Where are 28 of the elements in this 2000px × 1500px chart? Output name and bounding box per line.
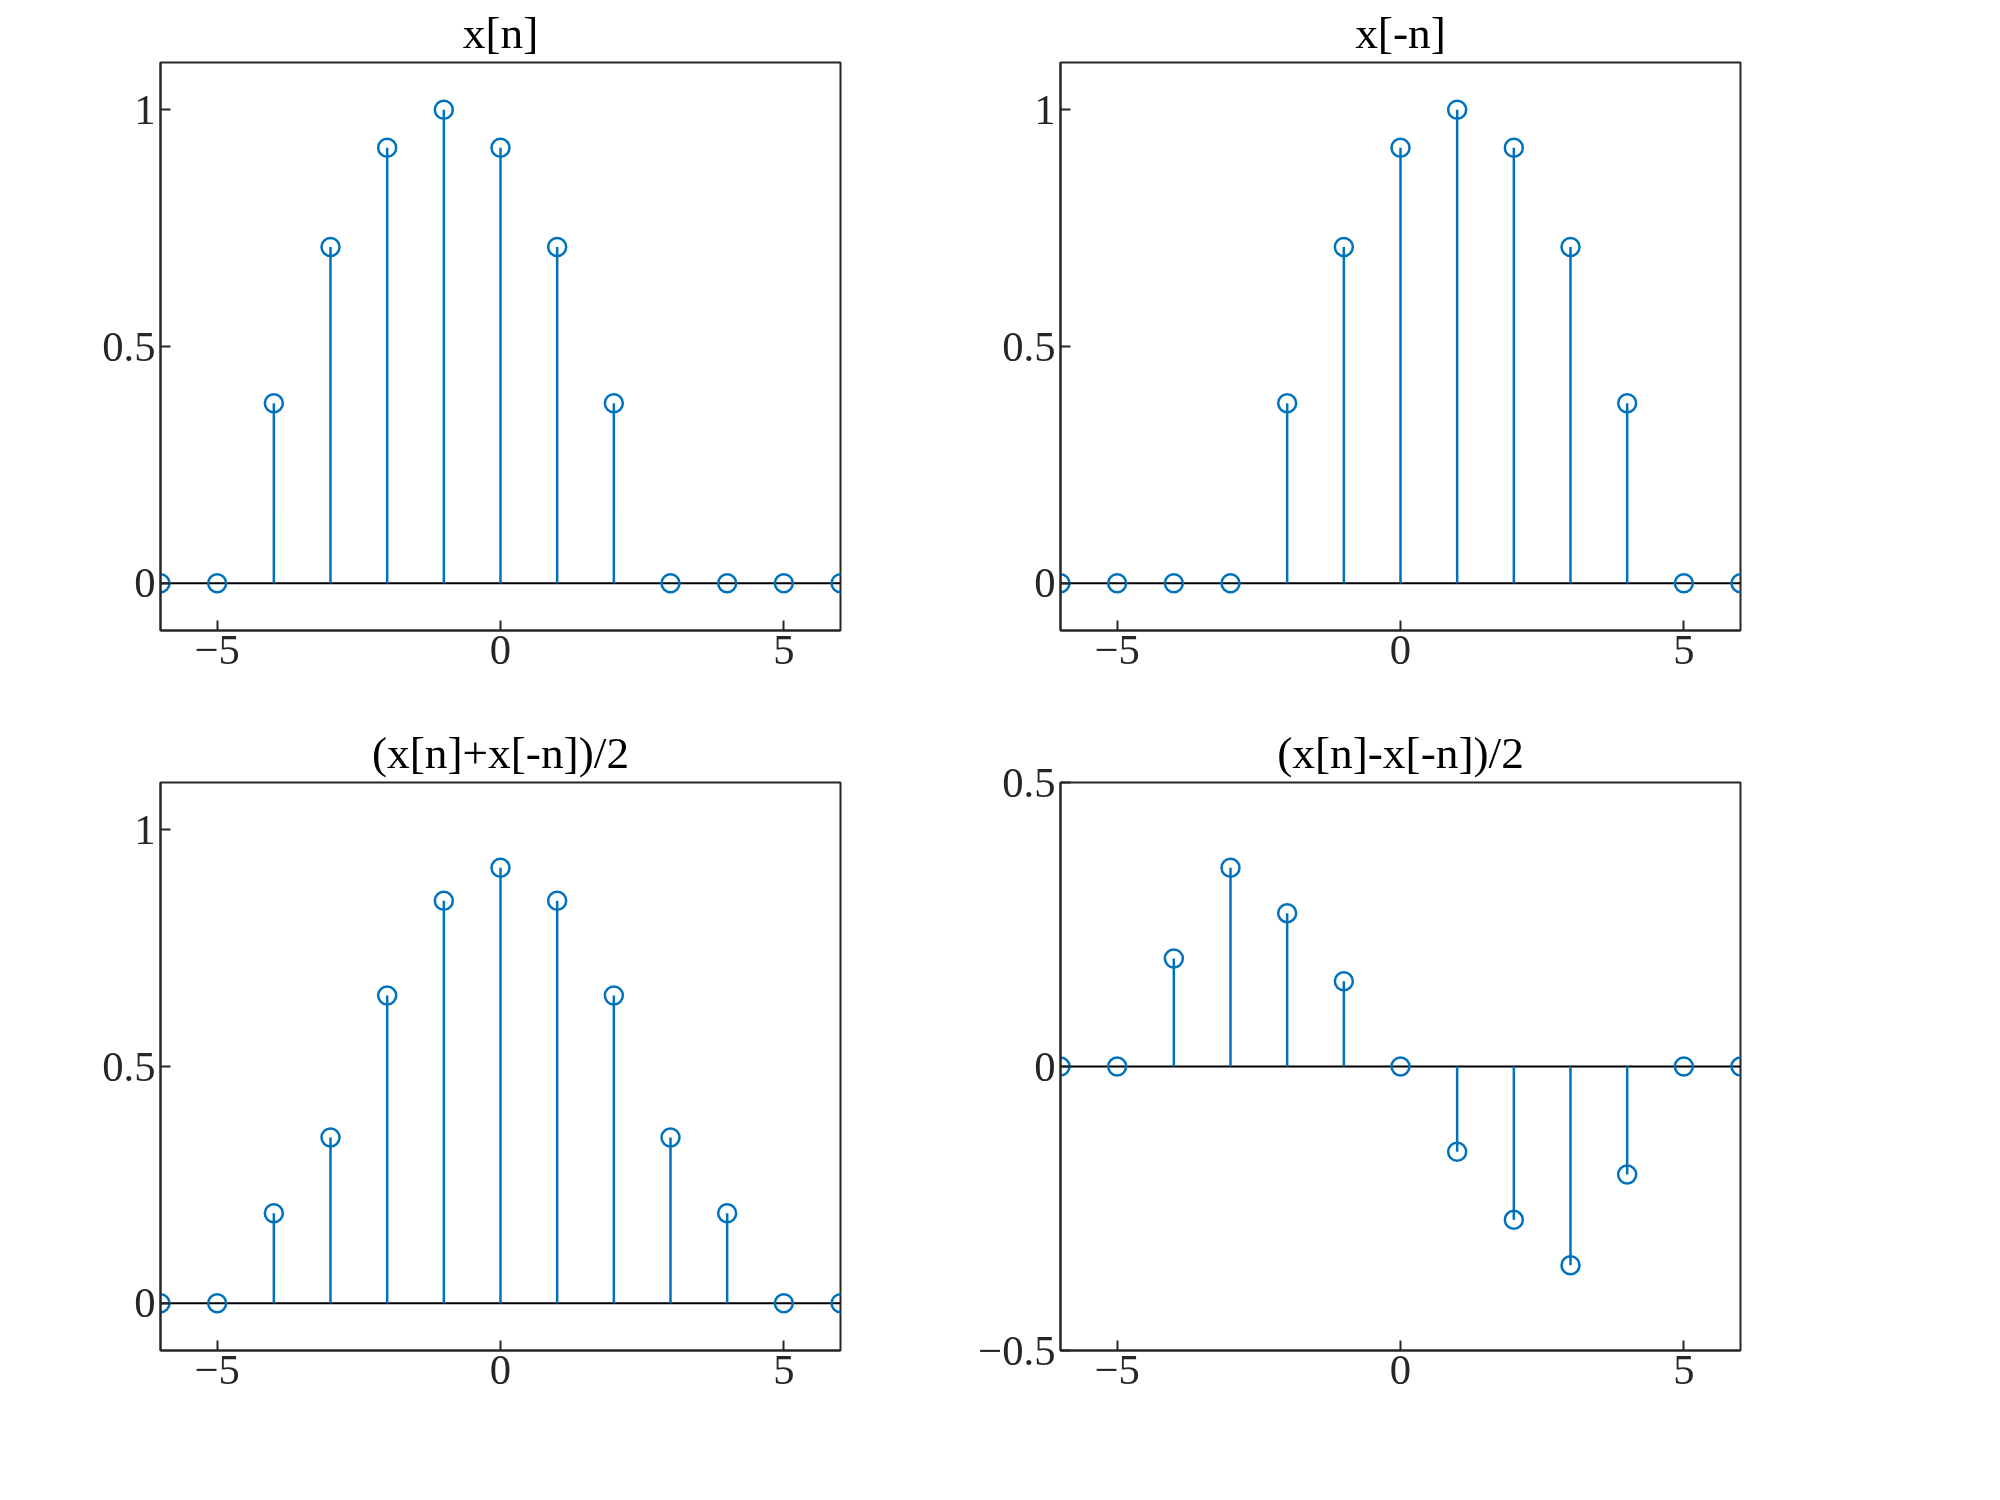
y-tick-label: 0: [1034, 559, 1056, 607]
chart-title: (x[n]+x[-n])/2: [371, 727, 630, 778]
x-tick-label: 5: [773, 625, 795, 673]
y-tick-label: −0.5: [978, 1326, 1056, 1374]
x-tick-label: 5: [1673, 1345, 1695, 1393]
y-tick-label: 1: [134, 85, 156, 133]
x-tick-label: 0: [1389, 625, 1412, 673]
chart-title: x[n]: [462, 7, 539, 58]
x-tick-label: −5: [1094, 1345, 1140, 1393]
chart-title: x[-n]: [1355, 7, 1446, 58]
y-tick-label: 0: [134, 559, 156, 607]
y-tick-label: 0.5: [102, 322, 156, 370]
y-tick-label: 0.5: [1002, 758, 1056, 806]
x-tick-label: −5: [194, 625, 240, 673]
x-tick-label: −5: [194, 1345, 240, 1393]
y-tick-label: 1: [1034, 85, 1056, 133]
x-tick-label: 5: [1673, 625, 1695, 673]
y-tick-label: 0: [134, 1279, 156, 1327]
y-tick-label: 0.5: [1002, 322, 1056, 370]
x-tick-label: 5: [773, 1345, 795, 1393]
y-tick-label: 1: [134, 805, 156, 853]
chart-title: (x[n]-x[-n])/2: [1277, 727, 1524, 778]
x-tick-label: 0: [1389, 1345, 1412, 1393]
x-tick-label: −5: [1094, 625, 1140, 673]
x-tick-label: 0: [489, 1345, 512, 1393]
y-tick-label: 0: [1034, 1042, 1056, 1090]
x-tick-label: 0: [489, 625, 512, 673]
y-tick-label: 0.5: [102, 1042, 156, 1090]
